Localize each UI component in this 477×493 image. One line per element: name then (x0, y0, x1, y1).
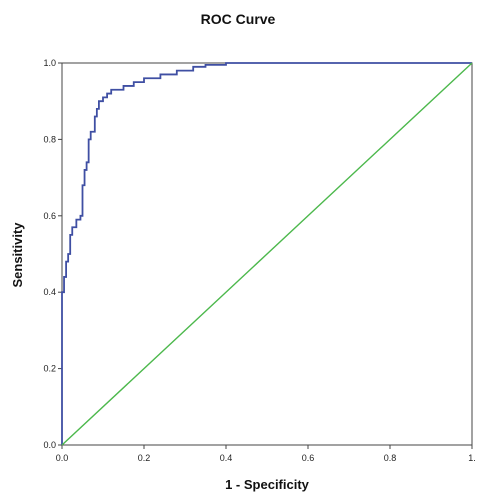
x-tick-label: 0.0 (56, 453, 69, 463)
y-axis-label: Sensitivity (10, 222, 25, 288)
chart-title: ROC Curve (201, 11, 276, 27)
x-tick-label: 0.6 (302, 453, 315, 463)
reference-line-series (61, 62, 473, 446)
x-axis-label: 1 - Specificity (225, 477, 310, 492)
roc-curve-series (61, 62, 472, 445)
x-tick-label: 0.4 (220, 453, 233, 463)
y-tick-label: 0.8 (43, 134, 56, 144)
x-tick-label: 0.8 (384, 453, 397, 463)
y-tick-label: 0.0 (43, 440, 56, 450)
y-tick-label: 0.2 (43, 364, 56, 374)
x-tick-label: 1. (468, 453, 476, 463)
ticks-layer: 0.0 0.2 0.4 0.6 0.8 1. 0.0 0.2 0.4 0.6 0.8 1.0 (43, 58, 475, 463)
y-tick-label: 0.6 (43, 211, 56, 221)
series-layer (61, 62, 473, 446)
y-tick-label: 1.0 (43, 58, 56, 68)
y-tick-label: 0.4 (43, 287, 56, 297)
x-tick-label: 0.2 (138, 453, 151, 463)
